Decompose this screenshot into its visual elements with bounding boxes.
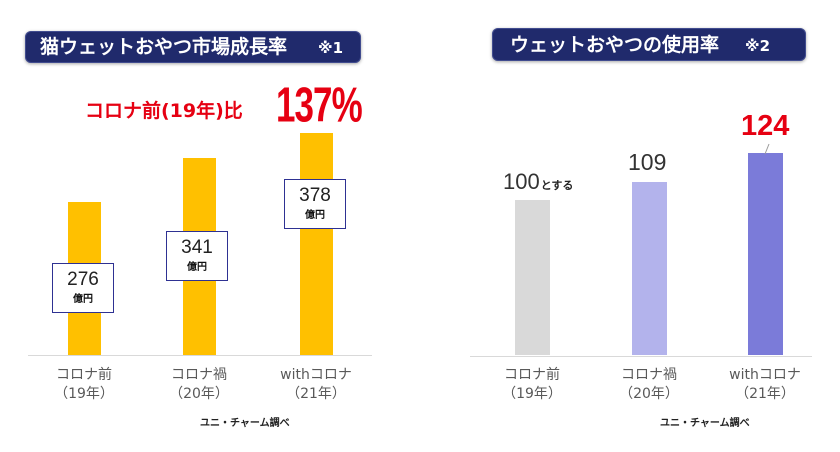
chart-title: 猫ウェットおやつ市場成長率 — [40, 36, 288, 58]
data-label: 124 — [741, 112, 790, 141]
data-label-value: 378 — [299, 185, 331, 206]
x-tick-category: withコロナ — [280, 367, 352, 383]
data-label-leader-line — [764, 143, 770, 155]
data-label-unit: 億円 — [187, 262, 207, 273]
x-tick-category: withコロナ — [729, 367, 801, 383]
data-label-value: 100 — [503, 169, 540, 194]
x-tick-category: コロナ禍 — [621, 367, 677, 383]
x-tick-year: （21年） — [286, 386, 346, 402]
x-tick-year: （19年） — [502, 386, 562, 402]
x-tick-category: コロナ前 — [56, 367, 112, 383]
data-label-value: 124 — [741, 110, 790, 142]
x-tick-category: コロナ前 — [504, 367, 560, 383]
source-note: ユニ・チャーム調べ — [200, 418, 290, 429]
chart-title: ウェットおやつの使用率 — [510, 34, 720, 56]
data-label-value: 341 — [181, 237, 213, 258]
x-tick-category: コロナ禍 — [171, 367, 227, 383]
x-tick-label: コロナ禍 （20年） — [144, 366, 254, 404]
data-label: 100とする — [503, 171, 573, 193]
chart-title-note: ※2 — [745, 37, 771, 55]
data-label-box: 378 億円 — [284, 179, 346, 229]
data-label-box: 276 億円 — [52, 263, 114, 313]
bar-during-covid — [631, 182, 667, 355]
x-tick-year: （20年） — [169, 386, 229, 402]
x-tick-year: （20年） — [619, 386, 679, 402]
x-tick-label: withコロナ （21年） — [261, 366, 371, 404]
data-label-unit: 億円 — [73, 294, 93, 305]
x-tick-year: （19年） — [54, 386, 114, 402]
x-axis-baseline — [470, 356, 812, 357]
data-label-suffix: とする — [540, 179, 574, 192]
bar-with-covid — [299, 132, 333, 355]
data-label-value: 109 — [628, 149, 667, 175]
source-note: ユニ・チャーム調べ — [660, 418, 750, 429]
bar-pre-covid — [514, 199, 550, 355]
data-label: 109 — [628, 151, 667, 174]
chart-title-note: ※1 — [318, 39, 344, 57]
x-axis-baseline — [28, 355, 372, 356]
data-label-value: 276 — [67, 269, 99, 290]
x-tick-year: （21年） — [735, 386, 795, 402]
x-tick-label: コロナ前 （19年） — [29, 366, 139, 404]
growth-annotation-value: 137% — [276, 78, 363, 134]
growth-annotation-label: コロナ前(19年)比 — [85, 100, 243, 122]
bar-with-covid — [747, 153, 783, 355]
x-tick-label: コロナ前 （19年） — [477, 366, 587, 404]
data-label-unit: 億円 — [305, 210, 325, 221]
x-tick-label: withコロナ （21年） — [710, 366, 820, 404]
data-label-box: 341 億円 — [166, 231, 228, 281]
chart-title-bar: 猫ウェットおやつ市場成長率 ※1 — [25, 31, 361, 63]
x-tick-label: コロナ禍 （20年） — [594, 366, 704, 404]
chart-title-bar: ウェットおやつの使用率 ※2 — [492, 28, 806, 61]
